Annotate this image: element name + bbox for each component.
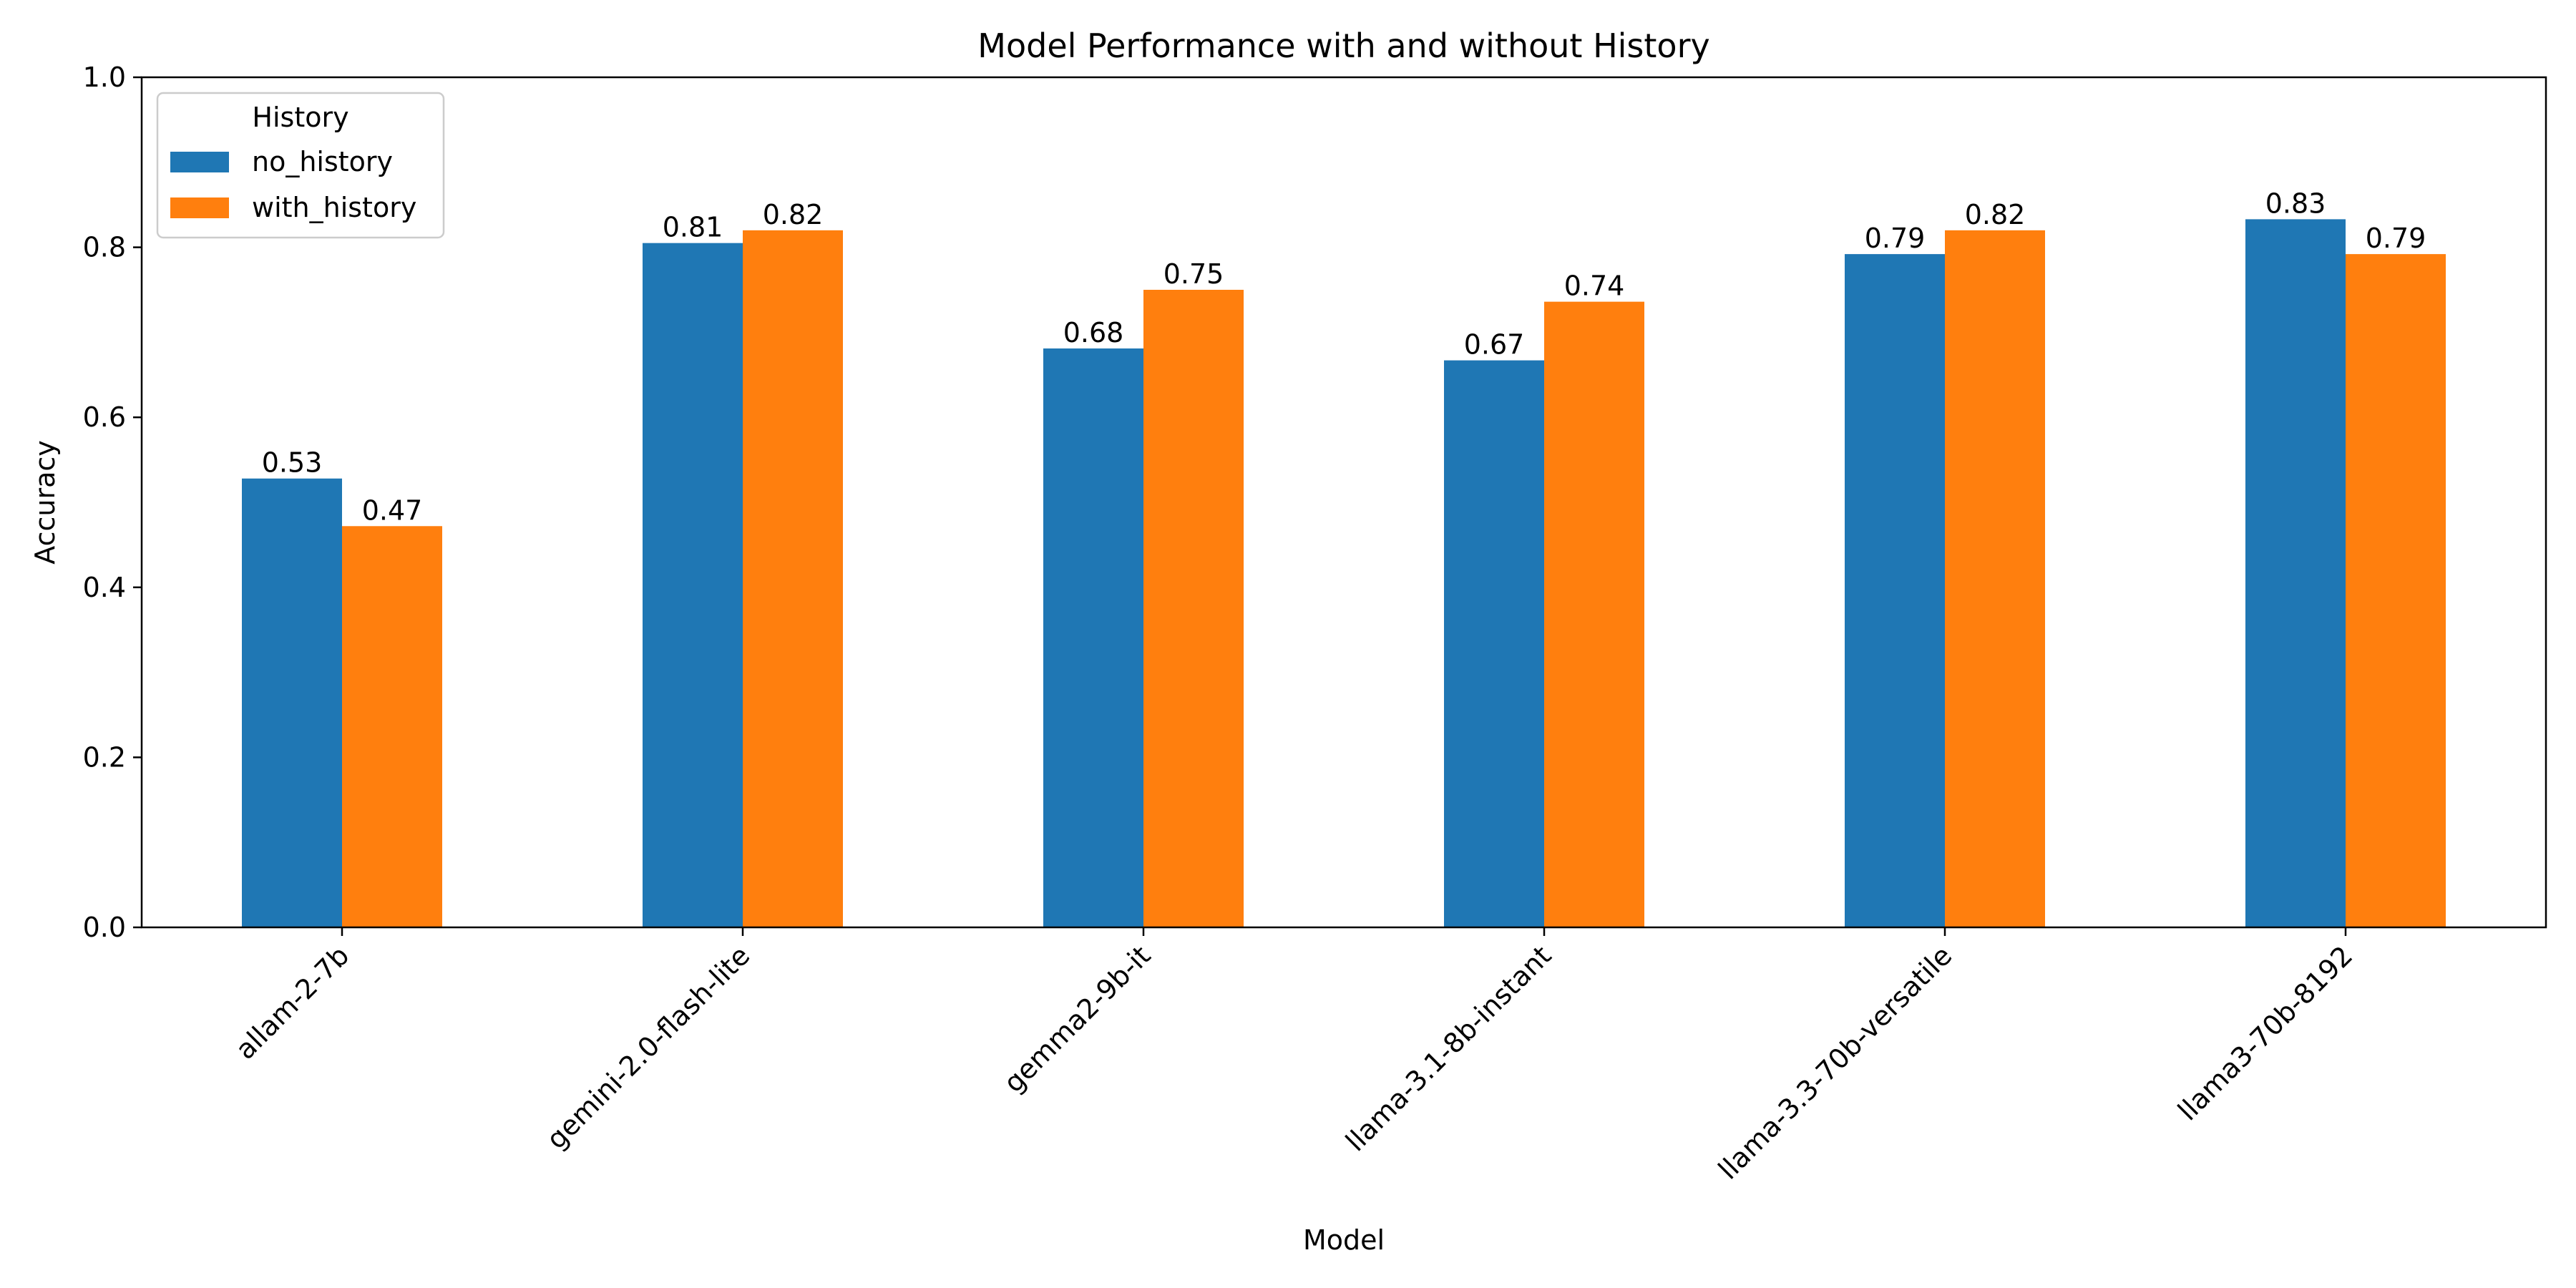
legend-label-with-history: with_history: [252, 192, 416, 223]
bar-no_history-llama3-70b-8192: [2245, 219, 2346, 927]
legend-swatch-no-history: [170, 152, 229, 172]
bar-with_history-llama-3.3-70b-versatile: [1945, 230, 2045, 928]
y-tick-label: 0.0: [83, 912, 126, 943]
bar-no_history-gemma2-9b-it: [1043, 348, 1143, 927]
bar-no_history-llama-3.3-70b-versatile: [1845, 254, 1945, 927]
value-label-with_history-gemma2-9b-it: 0.75: [1163, 258, 1224, 290]
y-axis: 0.0 0.2 0.4 0.6 0.8 1.0: [83, 62, 142, 943]
value-label-no_history-gemini-2.0-flash-lite: 0.81: [663, 212, 723, 243]
legend-label-no-history: no_history: [252, 146, 393, 177]
bar-with_history-allam-2-7b: [342, 526, 442, 927]
value-label-with_history-llama-3.1-8b-instant: 0.74: [1564, 270, 1625, 302]
value-labels-layer: 0.53 0.47 0.81 0.82 0.68 0.75 0.67 0.74 0.79 0.82…: [262, 187, 2426, 526]
legend-swatch-with-history: [170, 197, 229, 218]
value-label-no_history-allam-2-7b: 0.53: [262, 447, 323, 479]
chart-title: Model Performance with and without Histo…: [977, 26, 1709, 65]
value-label-no_history-llama-3.1-8b-instant: 0.67: [1464, 329, 1525, 361]
value-label-no_history-llama-3.3-70b-versatile: 0.79: [1865, 223, 1926, 254]
y-tick-label: 1.0: [83, 62, 126, 93]
legend-title: History: [252, 102, 348, 133]
value-label-no_history-gemma2-9b-it: 0.68: [1063, 317, 1124, 348]
y-tick-label: 0.2: [83, 741, 126, 773]
y-tick-label: 0.8: [83, 232, 126, 263]
bar-no_history-allam-2-7b: [242, 478, 342, 927]
bar-no_history-gemini-2.0-flash-lite: [643, 243, 743, 927]
y-tick-label: 0.4: [83, 572, 126, 603]
y-tick-label: 0.6: [83, 401, 126, 433]
value-label-with_history-llama-3.3-70b-versatile: 0.82: [1965, 199, 2026, 230]
plot-area-frame: [140, 76, 2547, 929]
bar-with_history-llama3-70b-8192: [2346, 254, 2446, 927]
value-label-no_history-llama3-70b-8192: 0.83: [2265, 187, 2326, 219]
bar-with_history-gemini-2.0-flash-lite: [743, 230, 843, 928]
bar-no_history-llama-3.1-8b-instant: [1444, 360, 1544, 927]
x-axis-label: Model: [1303, 1224, 1385, 1256]
value-label-with_history-gemini-2.0-flash-lite: 0.82: [763, 199, 824, 230]
value-label-with_history-allam-2-7b: 0.47: [362, 494, 423, 526]
legend: History no_history with_history: [156, 92, 445, 239]
bar-with_history-gemma2-9b-it: [1143, 290, 1244, 927]
bars-layer: [242, 219, 2446, 928]
y-axis-label: Accuracy: [29, 440, 61, 565]
value-label-with_history-llama3-70b-8192: 0.79: [2366, 223, 2426, 254]
bar-with_history-llama-3.1-8b-instant: [1544, 301, 1644, 928]
